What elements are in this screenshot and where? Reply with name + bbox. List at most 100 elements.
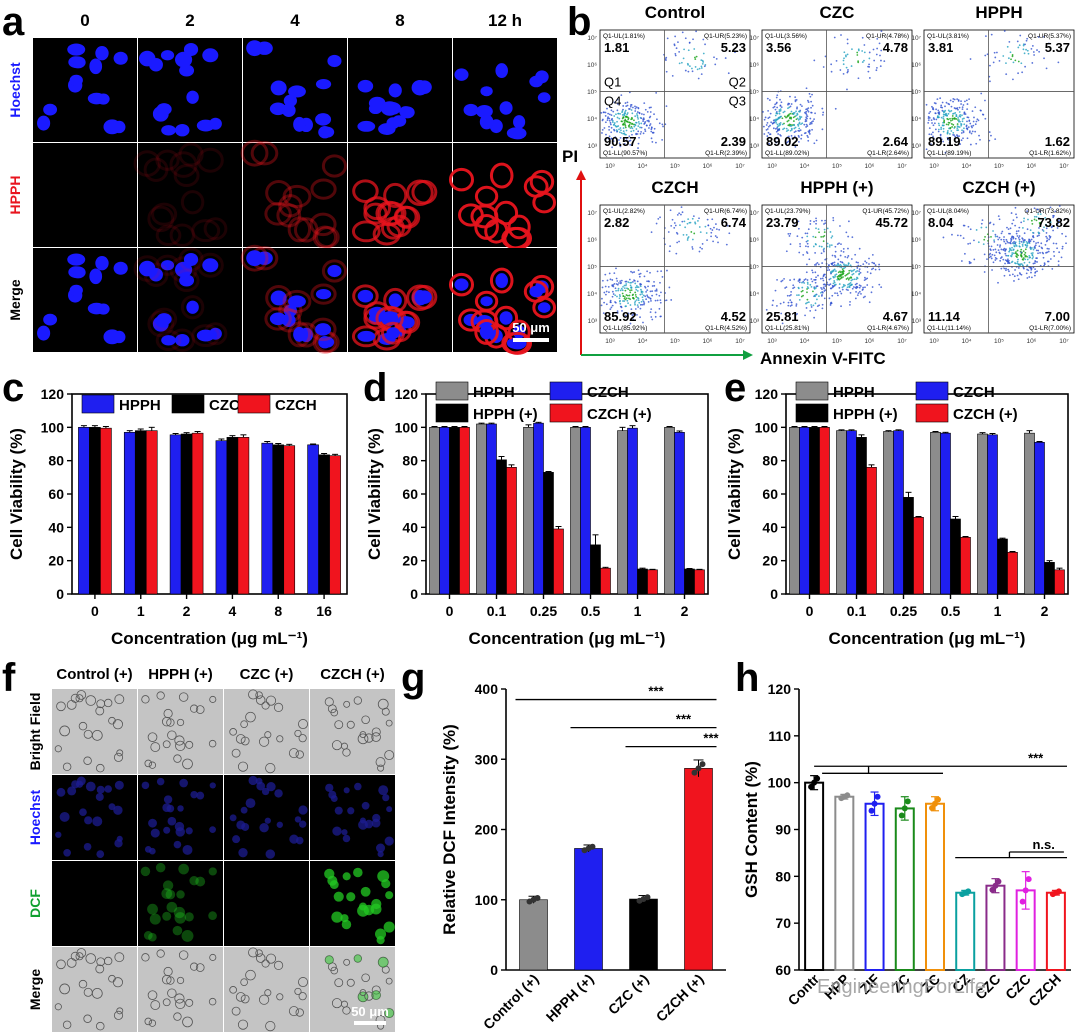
quadrant-name-q3: Q3 bbox=[729, 93, 746, 108]
event-dot bbox=[958, 135, 961, 138]
event-dot bbox=[613, 129, 616, 132]
event-dot bbox=[768, 133, 771, 136]
event-dot bbox=[780, 101, 783, 104]
event-dot bbox=[607, 112, 610, 115]
event-dot bbox=[632, 297, 635, 299]
quadrant-value-ur: 4.78 bbox=[883, 40, 908, 55]
dcf-signal bbox=[143, 931, 153, 940]
event-dot bbox=[874, 268, 877, 271]
cell-membrane bbox=[507, 214, 531, 240]
bar bbox=[123, 432, 136, 595]
event-dot bbox=[790, 290, 793, 293]
event-dot bbox=[639, 283, 642, 286]
watermark: EngineeringForLife bbox=[817, 976, 986, 998]
event-dot bbox=[1009, 227, 1012, 230]
event-dot bbox=[790, 110, 793, 113]
event-dot bbox=[687, 49, 690, 52]
event-dot bbox=[637, 130, 640, 133]
cell-nucleus bbox=[156, 313, 172, 326]
event-dot bbox=[1038, 245, 1041, 248]
event-dot bbox=[637, 299, 640, 302]
scale-bar bbox=[354, 1021, 386, 1025]
event-dot bbox=[880, 49, 883, 52]
event-dot bbox=[623, 119, 626, 122]
cell-nucleus bbox=[416, 290, 432, 304]
event-dot bbox=[659, 301, 662, 304]
event-dot bbox=[1006, 259, 1009, 262]
event-dot bbox=[836, 292, 839, 295]
event-dot bbox=[876, 66, 878, 69]
event-dot bbox=[999, 244, 1002, 247]
event-dot bbox=[801, 236, 804, 239]
event-dot bbox=[941, 124, 944, 127]
event-dot bbox=[936, 98, 939, 101]
event-dot bbox=[815, 287, 817, 289]
event-dot bbox=[993, 254, 996, 257]
event-dot bbox=[797, 123, 799, 126]
event-dot bbox=[835, 270, 837, 272]
event-dot bbox=[932, 117, 935, 119]
bar bbox=[637, 568, 648, 595]
event-dot bbox=[639, 293, 642, 296]
event-dot bbox=[707, 224, 710, 227]
event-dot bbox=[1052, 242, 1055, 245]
event-dot bbox=[880, 286, 883, 289]
event-dot bbox=[626, 299, 629, 302]
event-dot bbox=[661, 123, 664, 126]
event-dot bbox=[869, 272, 872, 275]
cell-nucleus bbox=[245, 798, 256, 809]
event-dot bbox=[1019, 263, 1022, 266]
event-dot bbox=[629, 322, 632, 325]
x-tick-label: 10⁷ bbox=[897, 163, 907, 170]
event-dot bbox=[999, 246, 1001, 248]
event-dot bbox=[1015, 253, 1018, 255]
event-dot bbox=[670, 299, 673, 301]
significance-label: *** bbox=[676, 712, 692, 727]
event-dot bbox=[1042, 256, 1045, 259]
event-dot bbox=[1020, 240, 1023, 243]
event-dot bbox=[1037, 249, 1040, 252]
event-dot bbox=[631, 314, 634, 317]
event-dot bbox=[1017, 46, 1020, 49]
cell-membrane bbox=[196, 252, 224, 278]
event-dot bbox=[843, 267, 845, 270]
event-dot bbox=[828, 278, 831, 281]
event-dot bbox=[1011, 235, 1014, 238]
event-dot bbox=[946, 114, 948, 117]
event-dot bbox=[626, 287, 628, 290]
event-dot bbox=[610, 109, 613, 112]
event-dot bbox=[669, 245, 672, 248]
event-dot bbox=[611, 146, 613, 149]
event-dot bbox=[606, 107, 608, 110]
y-tick-label: 40 bbox=[762, 519, 778, 535]
cell-nucleus bbox=[75, 780, 84, 788]
event-dot bbox=[684, 226, 687, 229]
event-dot bbox=[1011, 55, 1014, 58]
event-dot bbox=[1037, 36, 1040, 38]
event-dot bbox=[963, 252, 966, 255]
bar bbox=[985, 884, 1006, 971]
replicate-point bbox=[995, 878, 1002, 885]
event-dot bbox=[822, 275, 825, 278]
event-dot bbox=[925, 103, 928, 106]
event-dot bbox=[1032, 256, 1035, 258]
event-dot bbox=[813, 287, 816, 290]
event-dot bbox=[634, 107, 637, 110]
cell bbox=[185, 740, 194, 749]
event-dot bbox=[634, 110, 637, 112]
event-dot bbox=[632, 123, 635, 126]
event-dot bbox=[624, 305, 627, 308]
event-dot bbox=[1053, 214, 1055, 217]
event-dot bbox=[1008, 247, 1011, 250]
event-dot bbox=[998, 60, 1001, 62]
event-dot bbox=[831, 294, 834, 297]
bar bbox=[226, 437, 239, 595]
bar bbox=[940, 432, 951, 595]
quadrant-small-ul: Q1-UL(2.82%) bbox=[603, 208, 645, 215]
event-dot bbox=[627, 117, 630, 120]
event-dot bbox=[799, 103, 802, 106]
event-dot bbox=[795, 303, 798, 305]
event-dot bbox=[1012, 252, 1015, 255]
event-dot bbox=[620, 120, 623, 123]
event-dot bbox=[1032, 231, 1034, 234]
